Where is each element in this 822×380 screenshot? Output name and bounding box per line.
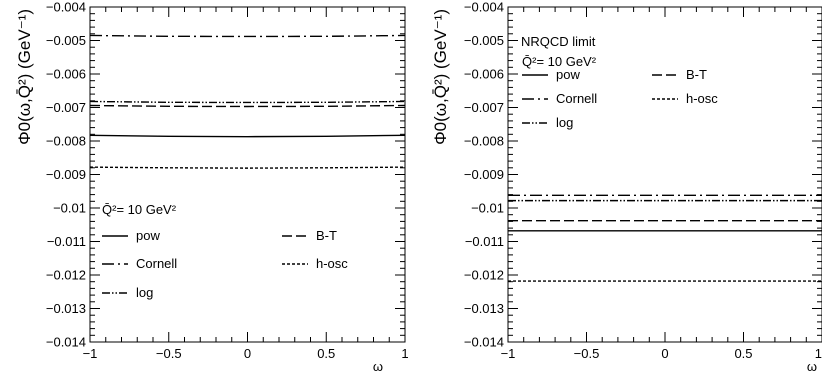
chart-panel-2: −0.004 −0.005 −0.006 −0.007 −0.008 −0.009 −0.0…	[431, 0, 822, 374]
legend-label: pow	[556, 67, 580, 82]
y-tick-label: −0.012	[46, 268, 86, 283]
y-tick-label: −0.007	[464, 100, 504, 115]
legend-label: log	[136, 285, 153, 300]
series-line-cornell	[89, 34, 406, 38]
series-line-log	[89, 100, 406, 104]
x-tick-label: −0.5	[574, 346, 600, 361]
x-tick-label: 0	[661, 346, 668, 361]
y-tick-label: −0.014	[46, 335, 86, 350]
x-tick-label: −0.5	[156, 346, 182, 361]
y-tick-label: −0.006	[464, 67, 504, 82]
x-axis-label: ω	[807, 359, 817, 374]
y-tick-label: −0.014	[464, 335, 504, 350]
y-tick-label: −0.005	[46, 33, 86, 48]
y-tick-label: −0.006	[46, 67, 86, 82]
y-tick-label: −0.009	[46, 167, 86, 182]
x-tick-label: 1	[401, 346, 408, 361]
x-axis-label: ω	[373, 359, 383, 374]
y-tick-label: −0.005	[464, 33, 504, 48]
x-tick-label: 1	[815, 346, 822, 361]
y-tick-label: −0.009	[464, 167, 504, 182]
x-tick-label: −1	[501, 346, 516, 361]
legend-label: B-T	[686, 67, 707, 82]
legend-label: Cornell	[136, 256, 177, 271]
series-line-pow	[89, 134, 406, 138]
y-tick-label: −0.008	[46, 134, 86, 149]
x-tick-label: 0.5	[734, 346, 752, 361]
y-tick-label: −0.012	[464, 268, 504, 283]
x-tick-label: 0	[244, 346, 251, 361]
y-tick-label: −0.011	[47, 234, 86, 249]
y-axis-label: Φ0(ω,Q̄²) (GeV⁻¹)	[15, 9, 34, 145]
legend-label: pow	[136, 228, 160, 243]
legend-label: h-osc	[316, 256, 348, 271]
y-tick-label: −0.01	[471, 201, 504, 216]
chart-panel-1: −0.004 −0.005 −0.006 −0.007 −0.008 −0.009 −0.0…	[15, 0, 409, 374]
series-line-b-t	[89, 104, 406, 108]
y-tick-label: −0.013	[464, 301, 504, 316]
y-tick-label: −0.01	[53, 201, 86, 216]
y-axis-label: Φ0(ω,Q̄²) (GeV⁻¹)	[431, 9, 450, 145]
y-tick-label: −0.011	[465, 234, 504, 249]
legend-header: Q̄²= 10 GeV²	[522, 54, 597, 69]
y-tick-label: −0.013	[46, 301, 86, 316]
y-tick-label: −0.008	[464, 134, 504, 149]
series-line-h-osc	[89, 166, 406, 169]
legend-label: Cornell	[556, 91, 597, 106]
y-tick-label: −0.007	[46, 100, 86, 115]
legend-label: log	[556, 115, 573, 130]
x-tick-label: −1	[83, 346, 98, 361]
y-tick-label: −0.004	[46, 0, 86, 15]
y-tick-label: −0.004	[464, 0, 504, 15]
legend-header: Q̄²= 10 GeV²	[102, 202, 177, 217]
legend-label: B-T	[316, 228, 337, 243]
x-tick-label: 0.5	[317, 346, 335, 361]
legend-label: h-osc	[686, 91, 718, 106]
legend-annotation: NRQCD limit	[521, 34, 596, 49]
